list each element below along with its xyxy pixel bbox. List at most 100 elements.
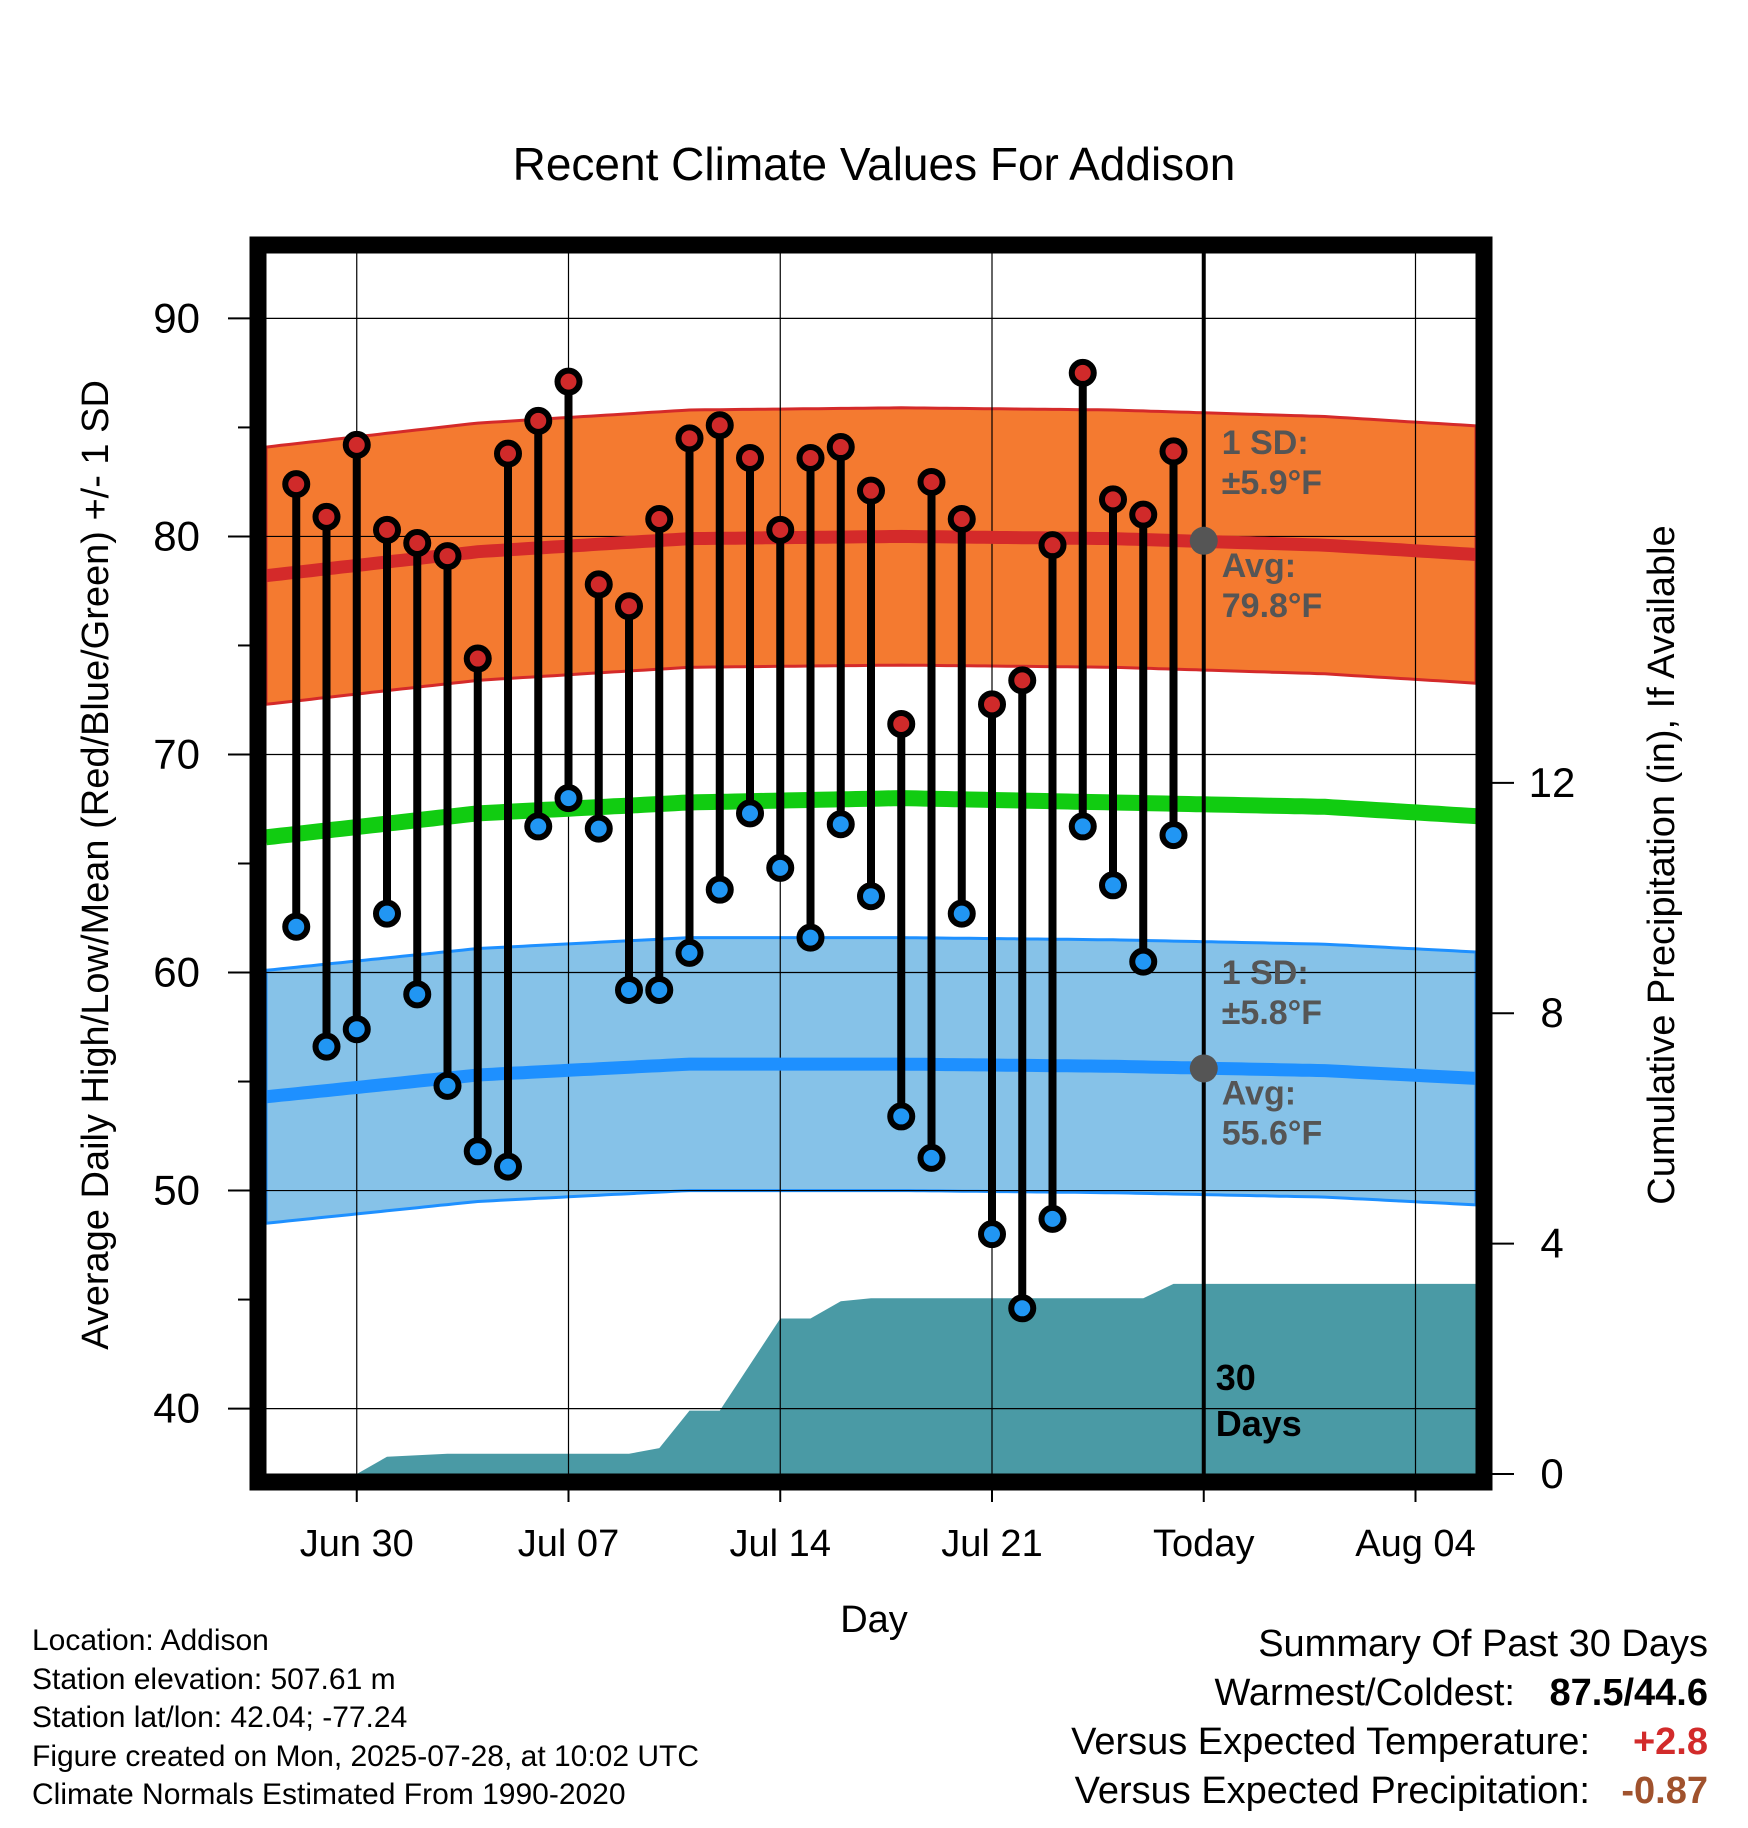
high-point <box>524 406 553 435</box>
summary-warmest-row: Warmest/Coldest: 87.5/44.6 <box>1071 1669 1708 1718</box>
x-tick-label: Aug 04 <box>1355 1523 1475 1565</box>
summary-precip-row: Versus Expected Precipitation: -0.87 <box>1071 1767 1708 1816</box>
normals-text: Climate Normals Estimated From 1990-2020 <box>32 1778 626 1811</box>
plot-frame <box>249 236 1493 1491</box>
station-info: Location: Addison Station elevation: 507… <box>32 1622 699 1815</box>
precip-value: -0.87 <box>1621 1770 1708 1812</box>
high-point <box>312 502 341 531</box>
low-point <box>645 975 674 1004</box>
high-sd-label: 1 SD: <box>1222 424 1309 462</box>
x-tick-label: Jul 14 <box>730 1523 831 1565</box>
days-label: 30 Days <box>1216 1357 1302 1444</box>
y2-tick-label: 8 <box>1540 989 1563 1036</box>
temp-label: Versus Expected Temperature: <box>1071 1721 1590 1763</box>
y-tick-label: 50 <box>153 1167 200 1214</box>
high-point <box>433 542 462 571</box>
low-point <box>1159 821 1188 850</box>
precip-label: Versus Expected Precipitation: <box>1074 1770 1590 1812</box>
low-sd-label: 1 SD: <box>1222 954 1309 992</box>
x-tick-label: Jul 07 <box>518 1523 619 1565</box>
warmest-label: Warmest/Coldest: <box>1214 1672 1515 1714</box>
created-text: Figure created on Mon, 2025-07-28, at 10… <box>32 1739 700 1773</box>
low-point <box>947 899 976 928</box>
high-point <box>978 690 1006 719</box>
x-tick-label: Jul 21 <box>941 1523 1042 1565</box>
latlon-text: Station lat/lon: 42.04; -77.24 <box>32 1701 408 1734</box>
low-point <box>615 975 643 1004</box>
high-point <box>675 424 704 453</box>
y-tick-label: 40 <box>153 1385 200 1432</box>
low-point <box>796 923 825 952</box>
high-point <box>736 443 764 472</box>
low-avg-value: 55.6°F <box>1222 1114 1323 1152</box>
location-text: Location: Addison <box>32 1624 269 1657</box>
chart-title: Recent Climate Values For Addison <box>513 138 1236 190</box>
high-point <box>554 367 583 396</box>
low-point <box>978 1220 1006 1249</box>
y2-tick-label: 0 <box>1540 1450 1563 1497</box>
high-point <box>705 411 734 440</box>
y-tick-label: 90 <box>153 294 200 341</box>
high-point <box>1008 666 1037 695</box>
summary-panel: Summary Of Past 30 Days Warmest/Coldest:… <box>1071 1620 1708 1816</box>
x-axis-label: Day <box>840 1599 908 1641</box>
high-point <box>342 430 371 459</box>
low-point <box>1068 812 1097 841</box>
high-point <box>947 505 976 534</box>
high-avg-value: 79.8°F <box>1222 587 1323 625</box>
low-point <box>675 938 704 967</box>
low-point <box>463 1137 492 1166</box>
high-point <box>584 570 613 599</box>
x-axis: Jun 30 Jul 07 Jul 14 Jul 21 Today Aug 04 <box>300 1490 1476 1565</box>
low-point <box>312 1032 341 1061</box>
low-point <box>736 799 764 828</box>
y-tick-label: 60 <box>153 949 200 996</box>
low-point <box>373 899 401 928</box>
high-point <box>645 505 674 534</box>
low-point <box>524 812 553 841</box>
low-point <box>887 1102 916 1131</box>
y-axis-label: Average Daily High/Low/Mean (Red/Blue/Gr… <box>75 380 117 1350</box>
low-point <box>1038 1204 1067 1233</box>
high-point <box>1099 485 1127 514</box>
today-low-avg-marker <box>1189 1054 1218 1083</box>
high-point <box>615 592 643 621</box>
high-point <box>857 476 885 505</box>
today-high-avg-marker <box>1189 526 1218 555</box>
y2-tick-label: 12 <box>1529 759 1576 806</box>
y-axis-right: 0 4 8 12 <box>1492 759 1575 1497</box>
high-point <box>1038 531 1067 560</box>
x-tick-label: Today <box>1153 1523 1254 1565</box>
high-point <box>826 433 855 462</box>
high-avg-label: Avg: <box>1222 547 1296 585</box>
low-sd-value: ±5.8°F <box>1222 994 1322 1032</box>
y-tick-label: 70 <box>153 730 200 777</box>
summary-title: Summary Of Past 30 Days <box>1258 1623 1708 1665</box>
high-point <box>463 644 492 673</box>
high-point <box>373 515 401 544</box>
low-point <box>1099 871 1127 900</box>
high-point <box>403 528 432 557</box>
precip-area <box>266 1283 1476 1474</box>
elevation-text: Station elevation: 507.61 m <box>32 1662 396 1696</box>
y2-tick-label: 4 <box>1540 1220 1563 1267</box>
low-point <box>857 882 885 911</box>
low-point <box>433 1071 462 1100</box>
y2-axis-label: Cumulative Precipitation (in), If Availa… <box>1641 525 1683 1204</box>
high-point <box>1068 358 1097 387</box>
low-point <box>1008 1294 1037 1323</box>
high-point <box>494 439 522 468</box>
low-point <box>282 912 311 941</box>
high-point <box>917 467 946 496</box>
low-point <box>826 810 855 839</box>
x-tick-label: Jun 30 <box>300 1523 414 1565</box>
high-point <box>796 443 825 472</box>
low-point <box>342 1015 371 1044</box>
low-point <box>705 875 734 904</box>
high-point <box>1159 437 1188 466</box>
y-tick-label: 80 <box>153 512 200 559</box>
temp-value: +2.8 <box>1632 1721 1708 1763</box>
low-point <box>1129 947 1158 976</box>
